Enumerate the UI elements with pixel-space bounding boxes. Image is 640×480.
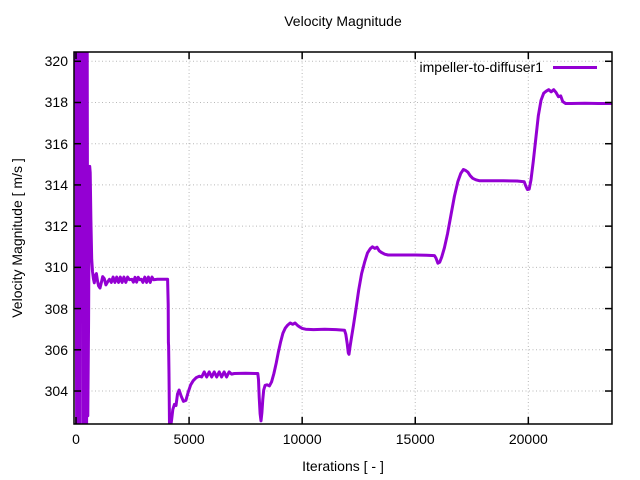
x-tick-label: 5000 (173, 431, 205, 447)
chart-title: Velocity Magnitude (284, 13, 402, 29)
legend-series-label: impeller-to-diffuser1 (419, 59, 543, 75)
y-tick-label: 318 (44, 94, 68, 111)
x-tick-label: 10000 (282, 431, 322, 447)
x-tick-label: 15000 (395, 431, 435, 447)
y-tick-label: 310 (44, 259, 68, 276)
y-tick-label: 306 (44, 341, 68, 358)
y-tick-label: 312 (44, 218, 68, 235)
y-tick-label: 304 (44, 383, 68, 400)
y-tick-label: 314 (44, 176, 68, 193)
plot-border (73, 51, 613, 425)
y-tick-label: 320 (44, 53, 68, 70)
y-axis-title: Velocity Magnitude [ m/s ] (9, 158, 25, 318)
x-tick-label: 0 (72, 431, 80, 447)
y-tick-label: 308 (44, 300, 68, 317)
legend-line-sample (553, 65, 597, 69)
series-line (74, 52, 612, 424)
y-tick-label: 316 (44, 135, 68, 152)
legend: impeller-to-diffuser1 (420, 59, 597, 75)
x-tick-label: 20000 (508, 431, 548, 447)
x-axis-title: Iterations [ - ] (302, 458, 384, 474)
